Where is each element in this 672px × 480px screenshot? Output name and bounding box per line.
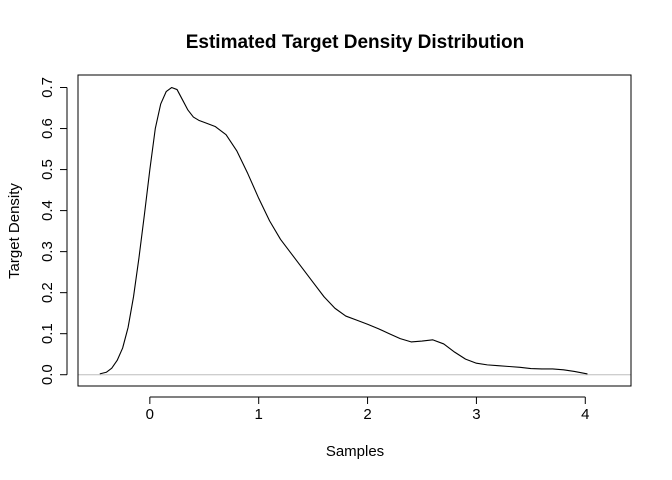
- y-tick-label: 0.5: [39, 159, 56, 180]
- y-tick-label: 0.2: [39, 282, 56, 303]
- y-axis: 0.0 0.1 0.2 0.3 0.4 0.5 0.6 0.7: [39, 77, 68, 385]
- y-tick-label: 0.4: [39, 200, 56, 221]
- y-axis-label: Target Density: [6, 183, 23, 279]
- x-tick-label: 1: [255, 406, 263, 423]
- x-axis-label: Samples: [326, 443, 384, 460]
- y-tick-label: 0.0: [39, 364, 56, 385]
- x-tick-label: 2: [363, 406, 371, 423]
- density-series-line: [99, 86, 588, 375]
- x-tick-label: 3: [472, 406, 480, 423]
- plot-frame: [77, 74, 632, 387]
- y-tick-label: 0.3: [39, 241, 56, 262]
- density-line-layer: [99, 86, 588, 375]
- chart-title: Estimated Target Density Distribution: [186, 32, 525, 53]
- y-tick-label: 0.6: [39, 118, 56, 139]
- x-tick-label: 4: [581, 406, 589, 423]
- y-tick-label: 0.7: [39, 77, 56, 98]
- y-tick-label: 0.1: [39, 323, 56, 344]
- x-axis: 0 1 2 3 4: [146, 396, 589, 423]
- x-tick-label: 0: [146, 406, 154, 423]
